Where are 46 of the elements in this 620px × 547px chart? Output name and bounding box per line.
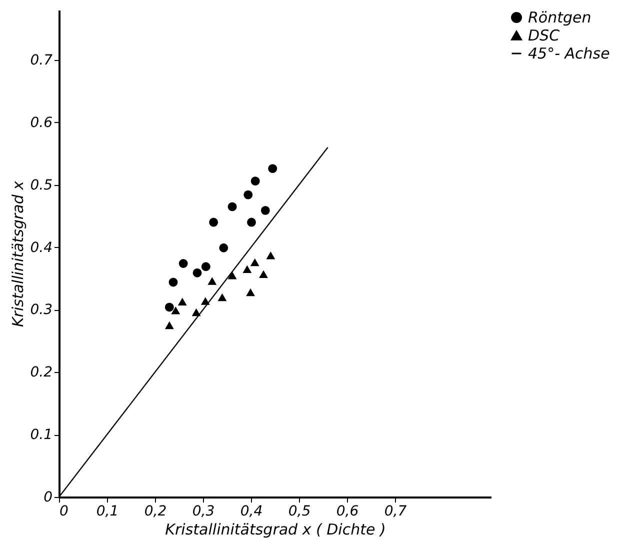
y-tick-label: 0.2 bbox=[30, 364, 53, 381]
point bbox=[250, 176, 260, 186]
x-tick-label: 0,3 bbox=[192, 504, 215, 520]
legend-label: Röntgen bbox=[528, 8, 592, 26]
point bbox=[268, 164, 278, 174]
point bbox=[200, 297, 210, 305]
x-tick-label: 0,6 bbox=[336, 504, 359, 520]
point bbox=[244, 190, 253, 200]
y-tick-label: 0.1 bbox=[30, 427, 52, 444]
y-tick-label: 0.5 bbox=[30, 177, 53, 194]
point bbox=[246, 288, 255, 296]
point bbox=[228, 202, 237, 212]
x-tick-label: 0 bbox=[60, 504, 68, 520]
x-tick-label: 0,7 bbox=[384, 504, 407, 520]
point bbox=[209, 218, 218, 227]
point bbox=[260, 206, 270, 215]
y-tick-label: 0.3 bbox=[30, 302, 52, 318]
y-tick-label: 0.4 bbox=[30, 240, 52, 256]
legend-label: 45°- Achse bbox=[528, 44, 610, 62]
y-tick-label: 0.7 bbox=[30, 52, 53, 68]
legend-label: DSC bbox=[528, 26, 560, 44]
point bbox=[208, 277, 217, 285]
x-tick-label: 0,1 bbox=[96, 504, 119, 520]
point bbox=[201, 262, 210, 272]
point bbox=[178, 259, 188, 268]
y-tick-label: 0.6 bbox=[30, 114, 53, 131]
point bbox=[218, 293, 227, 302]
point bbox=[250, 258, 260, 266]
point bbox=[164, 321, 174, 330]
point bbox=[178, 298, 187, 306]
x-tick-label: 0,4 bbox=[240, 504, 263, 520]
point bbox=[219, 243, 228, 252]
point bbox=[168, 278, 178, 287]
point bbox=[259, 270, 268, 278]
y-axis-title: Kristallinitätsgrad x bbox=[9, 180, 28, 328]
x-axis-title: Kristallinitätsgrad x ( Dichte ) bbox=[165, 520, 386, 538]
point bbox=[164, 302, 174, 312]
point bbox=[247, 218, 256, 227]
y-tick-label: 0 bbox=[44, 490, 53, 506]
point bbox=[266, 252, 276, 260]
x-tick-label: 0,5 bbox=[288, 504, 311, 520]
point bbox=[192, 308, 201, 316]
point bbox=[192, 268, 202, 278]
point bbox=[242, 265, 252, 273]
point bbox=[171, 306, 180, 314]
x-tick-label: 0,2 bbox=[144, 504, 167, 520]
